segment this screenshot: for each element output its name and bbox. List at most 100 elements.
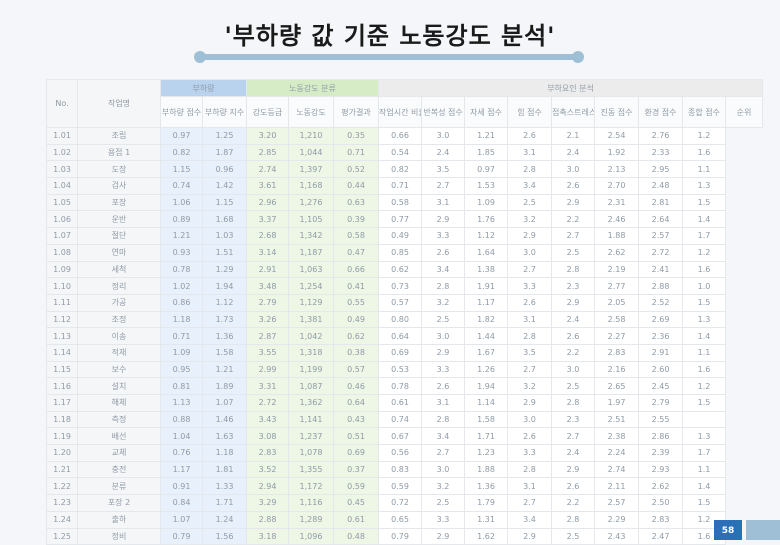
table-cell: 2.62 [594, 243, 640, 262]
table-cell: 1.56 [202, 527, 247, 545]
table-cell: 2.7 [551, 227, 596, 245]
table-cell: 1.64 [464, 243, 509, 262]
table-cell: 2.9 [551, 193, 596, 212]
table-cell: 보수 [77, 360, 161, 379]
table-row: 1.13 이송 0.71 1.36 2.87 1,042 0.62 0.64 3.0 1.44 2.… [46, 327, 763, 345]
table-cell: 2.79 [246, 293, 289, 312]
table-cell: 1.4 [682, 327, 727, 345]
table-cell: 2.65 [594, 377, 640, 395]
table-cell: 1.13 [46, 327, 78, 345]
table-cell: 1.71 [464, 427, 509, 446]
table-cell: 1.22 [46, 477, 78, 496]
table-cell: 1,129 [288, 293, 334, 312]
col-subheader: 부하량 지수 [202, 96, 247, 128]
table-cell: 2.31 [594, 193, 640, 212]
table-cell: 0.55 [332, 293, 380, 312]
table-cell: 0.63 [332, 193, 380, 212]
table-cell: 2.8 [507, 460, 553, 479]
table-cell: 2.58 [594, 310, 640, 329]
table-cell: 적재 [77, 343, 161, 362]
table-cell: 2.4 [551, 143, 596, 162]
title-bar-left-dot [194, 51, 206, 63]
table-cell: 0.80 [378, 310, 423, 329]
table-cell: 1,042 [288, 327, 334, 345]
table-cell: 1.14 [46, 343, 78, 362]
col-subheader: 진동 점수 [594, 96, 640, 128]
table-cell: 0.51 [332, 427, 380, 446]
table-cell: 0.71 [332, 143, 380, 162]
table-cell: 1.46 [202, 410, 247, 429]
table-cell: 1.03 [46, 160, 78, 179]
table-cell: 0.45 [332, 494, 380, 512]
table-cell: 0.38 [332, 343, 380, 362]
table-cell: 1.18 [46, 410, 78, 429]
table-cell: 0.84 [160, 494, 203, 512]
table-cell: 2.9 [507, 227, 553, 245]
table-cell: 0.72 [378, 494, 423, 512]
table-cell: 2.85 [246, 143, 289, 162]
table-cell: 0.66 [332, 260, 380, 279]
table-cell: 정비 [77, 527, 161, 545]
table-cell: 3.2 [507, 377, 553, 395]
table-cell: 2.88 [638, 277, 684, 295]
table-cell: 3.18 [246, 527, 289, 545]
table-cell: 1.6 [682, 260, 727, 279]
table-cell: 2.51 [594, 410, 640, 429]
col-subheader: 환경 점수 [638, 96, 684, 128]
table-cell: 1.24 [46, 510, 78, 529]
table-row: 1.07 절단 1.21 1.03 2.68 1,342 0.58 0.49 3.3 1.12 2.… [46, 227, 763, 245]
table-cell: 용접 1 [77, 143, 161, 162]
table-cell: 0.44 [332, 177, 380, 195]
table-row: 1.01 조립 0.97 1.25 3.20 1,210 0.35 0.66 3.0 1.21 2.… [46, 127, 763, 145]
table-cell: 3.55 [246, 343, 289, 362]
table-row: 1.04 검사 0.74 1.42 3.61 1,168 0.44 0.71 2.7 1.53 3.… [46, 177, 763, 195]
table-row: 1.10 정리 1.02 1.94 3.48 1,254 0.41 0.73 2.8 1.91 3.… [46, 277, 763, 295]
table-cell: 1.88 [594, 227, 640, 245]
table-cell: 2.50 [638, 494, 684, 512]
table-cell: 2.5 [551, 243, 596, 262]
table-subheader-row: 부하량 점수 부하량 지수 강도등급 노동강도 평가결과 작업시간 비율 반복성 점수 자세 … [47, 96, 764, 128]
table-cell: 1.87 [202, 143, 247, 162]
table-cell: 1,078 [288, 444, 334, 462]
table-cell: 0.97 [160, 127, 203, 145]
table-cell: 1.63 [202, 427, 247, 446]
table-cell: 0.66 [378, 127, 423, 145]
table-cell: 1,318 [288, 343, 334, 362]
table-cell: 2.81 [638, 193, 684, 212]
table-cell: 2.91 [638, 343, 684, 362]
table-cell: 0.69 [332, 444, 380, 462]
table-cell: 1,397 [288, 160, 334, 179]
table-row: 1.17 해체 1.13 1.07 2.72 1,362 0.64 0.61 3.1 1.14 2.… [46, 394, 763, 412]
table-cell: 1.17 [160, 460, 203, 479]
col-subheader: 반복성 점수 [421, 96, 466, 128]
table-cell: 1.36 [202, 327, 247, 345]
table-cell: 측정 [77, 410, 161, 429]
table-cell: 2.93 [638, 460, 684, 479]
page-number: 58 [714, 520, 742, 540]
table-cell: 1.05 [46, 193, 78, 212]
table-cell: 0.64 [378, 327, 423, 345]
table-cell: 2.1 [551, 127, 596, 145]
table-cell: 설치 [77, 377, 161, 395]
table-cell: 1.06 [160, 193, 203, 212]
table-cell: 0.39 [332, 210, 380, 229]
table-cell: 2.72 [638, 243, 684, 262]
table-row: 1.02 용접 1 0.82 1.87 2.85 1,044 0.71 0.54 2.4 1.85… [46, 143, 763, 162]
table-cell: 1.71 [202, 494, 247, 512]
table-cell: 3.1 [421, 193, 466, 212]
table-cell: 0.56 [378, 444, 423, 462]
table-cell: 2.6 [507, 127, 553, 145]
table-cell: 1.5 [682, 394, 727, 412]
table-cell: 1.12 [46, 310, 78, 329]
table-cell: 2.2 [551, 343, 596, 362]
table-cell: 2.48 [638, 177, 684, 195]
table-cell: 1,362 [288, 394, 334, 412]
table-cell: 3.2 [507, 210, 553, 229]
table-cell: 2.54 [594, 127, 640, 145]
table-cell: 1,044 [288, 143, 334, 162]
table-cell: 0.62 [332, 327, 380, 345]
table-cell: 1.58 [464, 410, 509, 429]
table-cell: 2.8 [507, 160, 553, 179]
table-row: 1.05 포장 1.06 1.15 2.96 1,276 0.63 0.58 3.1 1.09 2.… [46, 193, 763, 212]
table-cell: 1,105 [288, 210, 334, 229]
